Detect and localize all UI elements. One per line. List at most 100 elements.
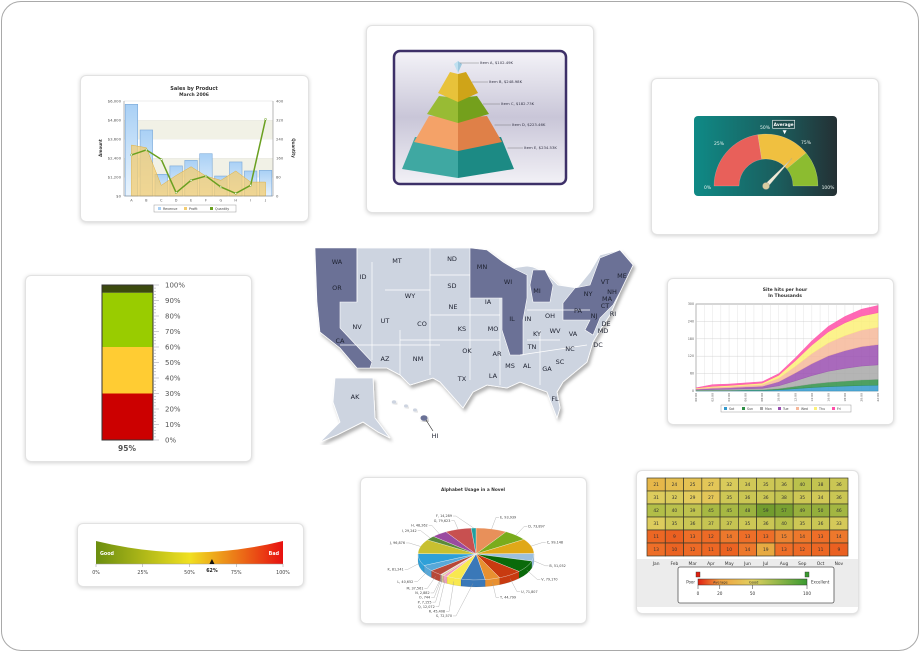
horizontal-gauge-card[interactable]: Good Bad 0% 25% 50% 75% 100% 62% xyxy=(77,523,304,587)
state-label-va: VA xyxy=(569,330,578,338)
quantity-point xyxy=(189,179,193,182)
column-label: Jul xyxy=(762,561,768,567)
gauge-range-segment xyxy=(102,292,153,347)
state-label-nc: NC xyxy=(565,345,575,353)
legend-label: Sun xyxy=(747,407,753,411)
pyramid-layer-left xyxy=(414,116,458,151)
heatmap-cell-value: 11 xyxy=(818,547,824,553)
state-ak[interactable] xyxy=(319,377,391,443)
us-mainland[interactable] xyxy=(314,247,634,420)
heatmap-cell-value: 40 xyxy=(800,482,806,488)
heatmap-cell-value: 12 xyxy=(690,547,696,553)
x-tick-label: 16:00 xyxy=(826,393,830,402)
y-tick-label: $1,200 xyxy=(108,175,122,180)
gauge-border xyxy=(101,284,154,441)
state-label-al: AL xyxy=(523,362,531,370)
y-tick-label: 0 xyxy=(692,389,694,393)
legend-slider-min[interactable] xyxy=(695,571,701,578)
heatmap-cell-value: 13 xyxy=(818,534,824,540)
chart-title: Site hits per hour xyxy=(763,287,808,293)
heatmap-cell-value: 14 xyxy=(726,534,732,540)
pie-slice[interactable] xyxy=(471,527,477,555)
y-tick-label: 180 xyxy=(688,337,694,341)
heatmap-cell-value: 14 xyxy=(800,534,806,540)
highlighted-states-region[interactable] xyxy=(469,247,528,356)
state-hi-island[interactable] xyxy=(420,415,428,421)
legend-range-label: Average xyxy=(713,581,729,585)
heatmap-chart: 21 24 25 27 32 34 35 36 40 38 36 31 32 29 27 35 36 36 38 35… xyxy=(637,477,858,607)
x-tick-label: 18:00 xyxy=(843,393,847,402)
gauge-value-label: 62% xyxy=(206,568,218,574)
legend-slider-max[interactable] xyxy=(804,571,810,578)
pyramid-layer-right xyxy=(458,96,489,123)
legend-label: Quantity xyxy=(215,207,229,211)
sales-by-product-chart-card[interactable]: Sales by Product March 2006 $0 0 $1,200 80 $2,… xyxy=(80,75,309,222)
heatmap-cell-value: 46 xyxy=(836,508,842,514)
gauge-marker-tooltip xyxy=(772,119,795,129)
us-map[interactable]: WA OR CA ID MT WY NV UT CO AZ NM ND SD NE KS OK TX MN IA MO… xyxy=(300,235,645,445)
heatmap-cell-value: 35 xyxy=(672,521,678,527)
pie-label: L, 40,652 xyxy=(397,580,413,584)
state-label-nm: NM xyxy=(413,355,423,363)
pyramid-chart-card[interactable]: Item A, $102.49K Item B, $248.98K Item C, … xyxy=(366,25,594,213)
x-tick-label: F xyxy=(205,199,207,203)
heatmap-cell-value: 35 xyxy=(763,482,769,488)
gauge-pivot xyxy=(762,182,770,190)
pie-label: V, 79,170 xyxy=(541,578,557,582)
gauge-tick-label: 25% xyxy=(137,570,148,576)
state-label-wv: WV xyxy=(550,327,561,335)
heatmap-cell-value: 12 xyxy=(800,547,806,553)
x-tick-label: B xyxy=(145,199,148,203)
state-hi-island[interactable] xyxy=(413,408,417,412)
column-label: Aug xyxy=(780,561,789,567)
state-label-ak: AK xyxy=(351,393,360,401)
gauge-tick-label: 20% xyxy=(165,406,181,414)
pie-label-line xyxy=(435,579,446,607)
angular-gauge-card[interactable]: 0% 25% 50% 75% 100% Average xyxy=(651,78,879,235)
heatmap-cell-value: 13 xyxy=(763,534,769,540)
gauge-tick-label: 50% xyxy=(184,570,195,576)
pie-label: F, 14,289 xyxy=(436,514,452,518)
legend-swatch xyxy=(814,407,817,410)
gauge-tick-label: 75% xyxy=(231,570,242,576)
y2-axis-title: Quantity xyxy=(291,138,296,158)
state-label-oh: OH xyxy=(545,312,555,320)
pie-label-line xyxy=(431,578,442,598)
gauge-color-band xyxy=(96,541,283,564)
heatmap-cell-value: 57 xyxy=(781,508,787,514)
state-label-hi: HI xyxy=(432,432,439,440)
heatmap-cell[interactable] xyxy=(829,542,849,557)
highlighted-states-region[interactable] xyxy=(562,249,634,336)
state-label-wi: WI xyxy=(504,278,512,286)
pie-label: Q, 12,072 xyxy=(418,605,435,609)
vertical-gauge-card[interactable]: 0% 10% 20% 30% 40% 50% 60% 70% 80% 90% 100% 95% xyxy=(25,275,252,462)
heatmap-cell-value: 36 xyxy=(745,495,751,501)
heatmap-card[interactable]: 21 24 25 27 32 34 35 36 40 38 36 31 32 29 27 35 36 36 38 35… xyxy=(636,470,859,614)
y-tick-label: $4,800 xyxy=(108,118,122,123)
state-hi-island[interactable] xyxy=(404,404,408,408)
x-tick-label: C xyxy=(160,199,163,203)
area-series-fri xyxy=(695,305,879,389)
legend-range-label: Good xyxy=(749,581,758,585)
site-hits-chart-card[interactable]: Site hits per hour In Thousands 0 60 120 180 2… xyxy=(667,278,894,425)
legend-swatch xyxy=(742,407,745,410)
x-tick-label: I xyxy=(250,199,251,203)
pyramid-layer-right xyxy=(458,72,478,102)
x-tick-label: 22:00 xyxy=(876,393,880,402)
pyramid-label: Item E, $234.53K xyxy=(524,145,557,150)
pie-label-line xyxy=(453,583,474,617)
gauge-range-segment xyxy=(102,393,153,440)
quantity-line xyxy=(131,119,267,195)
state-label-ok: OK xyxy=(462,347,472,355)
legend-label: Sat xyxy=(729,407,735,411)
pie-label-line xyxy=(417,530,431,539)
pie-label-line xyxy=(404,563,420,570)
state-label-co: CO xyxy=(417,320,427,328)
state-label-ut: UT xyxy=(381,317,390,325)
state-label-tx: TX xyxy=(457,375,467,383)
heatmap-cell-value: 34 xyxy=(745,482,751,488)
y-tick-label: 60 xyxy=(690,372,694,376)
pie-chart-card[interactable]: Alphabet Usage in a Novel E, 93,939 D, 73,… xyxy=(360,477,587,624)
highlighted-states-region[interactable] xyxy=(529,269,554,303)
state-hi-island[interactable] xyxy=(391,400,397,404)
